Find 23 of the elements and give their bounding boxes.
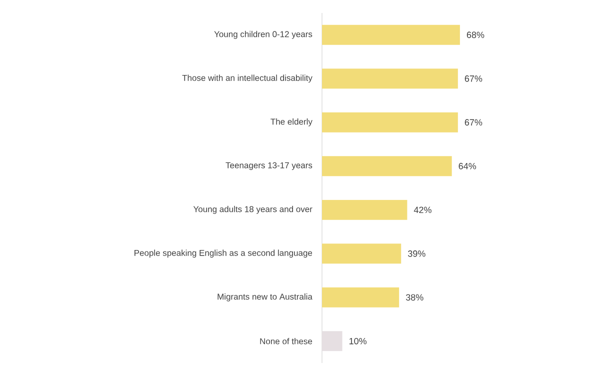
data-label: 68%: [466, 32, 484, 38]
y-tick-label: Young adults 18 years and over: [193, 206, 312, 214]
data-label: 67%: [464, 75, 482, 82]
bar: [322, 244, 402, 264]
data-label: 42%: [414, 206, 432, 214]
y-tick-label: Migrants new to Australia: [218, 293, 312, 302]
data-label: 10%: [350, 338, 367, 344]
bar: [322, 287, 400, 308]
data-label: 39%: [408, 250, 426, 257]
y-tick-label: Those with an intellectual disability: [182, 74, 312, 83]
bar: [322, 156, 452, 176]
bar: [322, 24, 460, 45]
data-label: 38%: [406, 294, 424, 301]
y-tick-label: People speaking English as a second language: [134, 250, 312, 258]
y-tick-label: Teenagers 13-17 years: [226, 162, 312, 170]
bar: [322, 200, 408, 220]
y-tick-label: Young children 0-12 years: [214, 30, 312, 39]
y-tick-label: The elderly: [270, 118, 312, 126]
bar: [322, 68, 458, 89]
data-label: 67%: [464, 119, 482, 126]
data-label: 64%: [458, 162, 476, 170]
bar: [322, 112, 458, 132]
y-tick-label: None of these: [260, 338, 312, 344]
